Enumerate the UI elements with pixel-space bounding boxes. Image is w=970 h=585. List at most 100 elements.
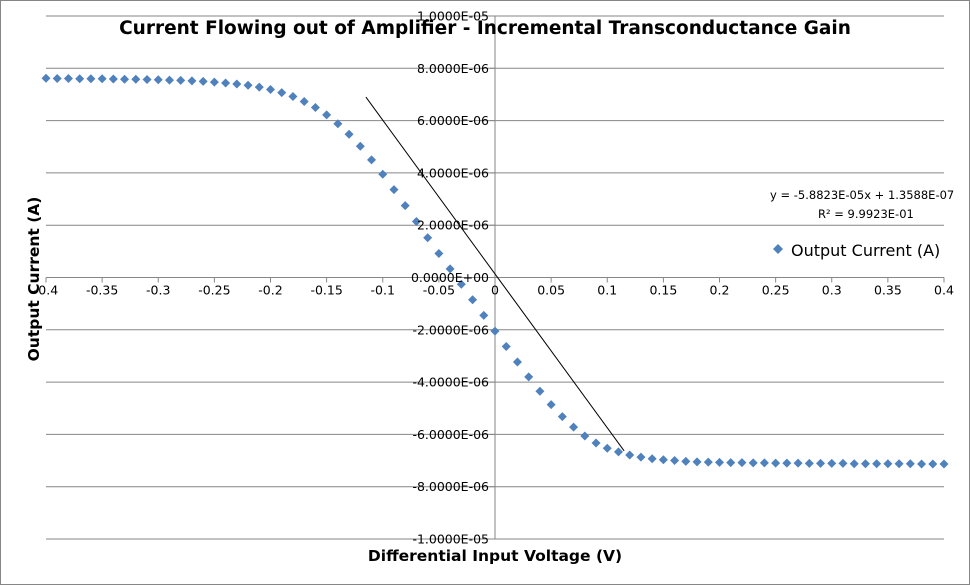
y-tick-label: 8.0000E-06 — [417, 61, 489, 76]
data-point — [860, 459, 870, 469]
y-tick-label: -8.0000E-06 — [412, 479, 489, 494]
x-tick-label: 0.25 — [762, 283, 790, 298]
data-point — [715, 457, 724, 467]
y-axis-title: Output Current (A) — [25, 197, 43, 362]
data-point — [266, 84, 275, 94]
data-point — [344, 129, 354, 139]
data-point — [322, 110, 332, 120]
data-point — [569, 422, 579, 432]
chart-title: Current Flowing out of Amplifier - Incre… — [119, 18, 851, 39]
data-point — [400, 201, 410, 211]
x-tick-label: -0.25 — [198, 283, 230, 298]
data-point — [131, 74, 141, 84]
data-point — [198, 76, 208, 86]
data-point — [703, 457, 713, 467]
legend-label: Output Current (A) — [791, 241, 940, 260]
data-point — [591, 438, 601, 448]
data-point — [63, 73, 73, 83]
data-point — [108, 74, 118, 84]
trendline-equation: y = -5.8823E-05x + 1.3588E-07 — [770, 188, 954, 202]
x-tick-label: 0.35 — [874, 283, 902, 298]
data-point — [512, 357, 522, 367]
x-tick-label: 0 — [491, 283, 499, 298]
data-point — [535, 386, 545, 396]
data-point — [254, 82, 264, 92]
data-point — [310, 103, 320, 113]
data-point — [355, 141, 365, 151]
data-point — [928, 459, 938, 469]
data-point — [75, 74, 85, 84]
data-point — [209, 77, 219, 87]
data-point — [288, 92, 298, 102]
data-point — [580, 431, 590, 441]
data-point — [804, 458, 814, 468]
y-tick-label: 1.0000E-05 — [417, 9, 489, 24]
data-point — [445, 264, 455, 274]
data-point — [479, 310, 489, 320]
data-point — [939, 459, 949, 469]
data-point — [557, 412, 567, 422]
data-point — [468, 295, 478, 305]
x-tick-label: -0.2 — [258, 283, 282, 298]
data-point — [748, 458, 758, 468]
x-tick-label: 0.3 — [822, 283, 842, 298]
data-point — [164, 75, 174, 85]
legend: Output Current (A) — [773, 241, 940, 260]
x-tick-label: 0.05 — [537, 283, 565, 298]
x-tick-label: -0.35 — [86, 283, 118, 298]
trendline-r2: R² = 9.9923E-01 — [818, 207, 914, 221]
data-points-layer — [41, 73, 949, 469]
data-point — [187, 76, 197, 86]
data-point — [232, 79, 242, 89]
data-point — [771, 458, 781, 468]
data-point — [41, 73, 51, 83]
x-tick-label: 0.2 — [710, 283, 730, 298]
data-point — [625, 450, 635, 460]
data-point — [883, 459, 893, 469]
data-point — [389, 185, 399, 195]
data-point — [737, 458, 747, 468]
x-tick-label: -0.3 — [146, 283, 170, 298]
data-point — [153, 75, 163, 85]
x-tick-label: 0.4 — [934, 283, 954, 298]
data-point — [221, 78, 231, 88]
data-point — [277, 88, 287, 98]
y-tick-label: -6.0000E-06 — [412, 427, 489, 442]
data-point — [367, 155, 377, 165]
trendline — [365, 96, 625, 452]
x-tick-label: -0.4 — [34, 283, 58, 298]
data-point — [97, 74, 107, 84]
y-tick-label: -2.0000E-06 — [412, 322, 489, 337]
x-tick-label: -0.1 — [371, 283, 395, 298]
data-point — [816, 458, 826, 468]
data-point — [434, 248, 444, 258]
axis-layer — [45, 15, 945, 540]
data-point — [52, 73, 62, 83]
y-tick-label: 4.0000E-06 — [417, 165, 489, 180]
y-tick-label: 6.0000E-06 — [417, 113, 489, 128]
data-point — [759, 458, 769, 468]
data-point — [411, 217, 421, 227]
data-point — [872, 459, 882, 469]
x-tick-label: 0.1 — [597, 283, 617, 298]
data-point — [456, 279, 466, 289]
data-point — [142, 75, 152, 85]
x-tick-label: -0.05 — [423, 283, 455, 298]
y-tick-label: -4.0000E-06 — [412, 375, 489, 390]
data-point — [243, 80, 253, 90]
data-point — [849, 459, 859, 469]
data-point — [894, 459, 904, 469]
y-tick-label: 0.0000E+00 — [411, 270, 489, 285]
x-tick-label: 0.15 — [649, 283, 677, 298]
data-point — [692, 457, 702, 467]
data-point — [905, 459, 915, 469]
x-axis-title: Differential Input Voltage (V) — [368, 547, 622, 565]
data-point — [782, 458, 792, 468]
data-point — [86, 74, 96, 84]
x-tick-label: -0.15 — [310, 283, 342, 298]
data-point — [333, 119, 343, 129]
y-tick-label: -1.0000E-05 — [412, 532, 489, 547]
data-point — [501, 342, 511, 352]
y-tick-labels: 1.0000E-05 8.0000E-06 6.0000E-06 4.0000E-06… — [411, 9, 489, 547]
